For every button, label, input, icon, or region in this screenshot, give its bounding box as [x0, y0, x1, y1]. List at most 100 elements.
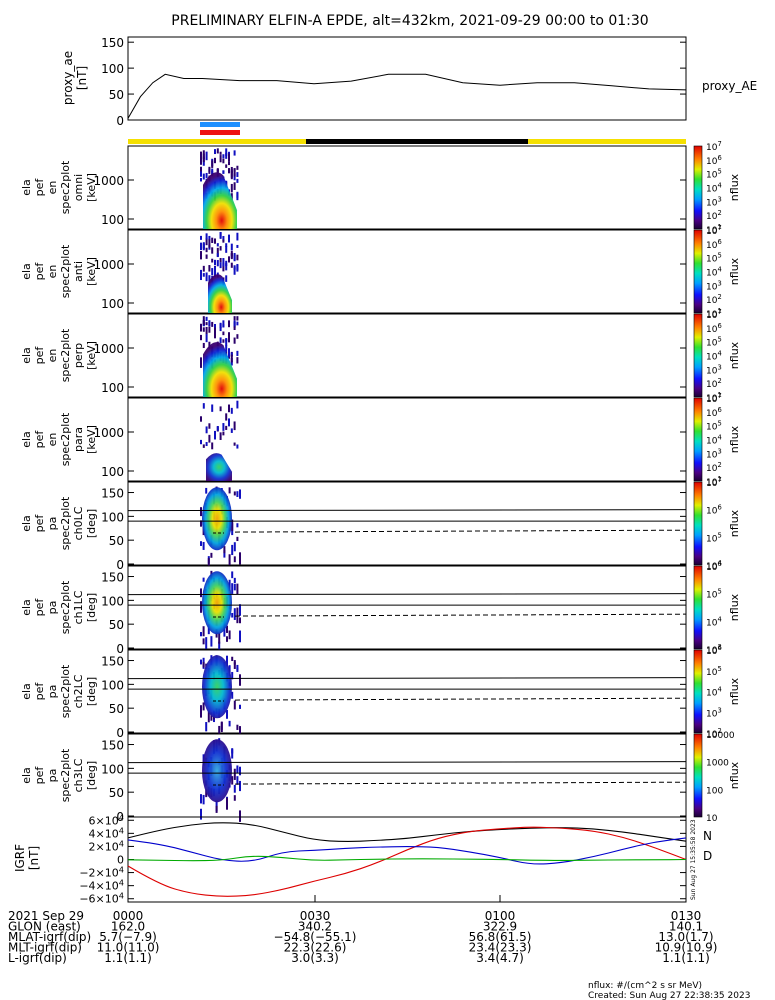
spectrogram-speckle: [222, 331, 225, 336]
spectrogram-ylabel: pa: [46, 517, 59, 531]
spectrogram-speckle: [211, 247, 214, 254]
spectrogram-speckle: [231, 612, 234, 618]
spectrogram-ylabel: pa: [46, 601, 59, 615]
spectrogram-speckle: [200, 251, 202, 260]
igrf-ylabel: IGRF: [13, 844, 27, 872]
spectrogram-speckle: [205, 322, 208, 326]
spectrogram-speckle: [216, 148, 219, 154]
spectrogram-speckle: [233, 608, 236, 620]
spectrogram-speckle: [211, 321, 214, 327]
spectrogram-speckle: [219, 232, 222, 239]
spectrogram-speckle: [210, 552, 213, 558]
pa-ytick: 150: [101, 571, 124, 585]
spectrogram-speckle: [228, 161, 230, 166]
spectrogram-speckle: [236, 583, 239, 595]
spectrogram-ylabel: pef: [33, 178, 46, 197]
colorbar-tick: 103: [706, 363, 722, 376]
spectrogram-ylabel: para: [72, 427, 85, 452]
spectrogram-speckle: [239, 557, 241, 565]
spectrogram-speckle: [228, 554, 231, 566]
proxy-ae-ytick: 100: [101, 62, 124, 76]
spectrogram-speckle: [208, 166, 211, 174]
spectrogram-speckle: [214, 271, 216, 278]
spectrogram-speckle: [219, 323, 222, 329]
pitch-angle-spectrogram-3: 150 100 50 0 ela pef pa spec2plot ch3LC [deg] 1000…: [20, 731, 741, 824]
spectrogram-speckle: [202, 153, 205, 160]
spectrogram-speckle: [230, 407, 233, 414]
spectrogram-speckle: [228, 320, 230, 328]
spectrogram-speckle: [214, 157, 216, 164]
spectrogram-speckle: [202, 444, 205, 448]
spectrogram-speckle: [236, 357, 239, 364]
spectrogram-speckle: [205, 254, 208, 259]
spectrogram-speckle: [225, 243, 228, 247]
spectrogram-speckle: [215, 805, 218, 813]
spectrogram-speckle: [200, 235, 202, 240]
pa-ytick: 150: [101, 739, 124, 753]
colorbar-tick: 105: [706, 168, 722, 181]
spectrogram-speckle: [200, 170, 202, 177]
colorbar-tick: 102: [706, 377, 722, 390]
loss-cone-line: [127, 761, 687, 764]
spectrogram-speckle: [228, 720, 231, 727]
spectrogram-ylabel: ch2LC: [72, 674, 85, 708]
colorbar-tick: 107: [706, 140, 722, 153]
spectrogram-speckle: [225, 425, 228, 430]
spectrogram-speckle: [228, 630, 231, 640]
footer-row-label: GLON (east): [8, 920, 81, 934]
spectrogram-speckle: [236, 244, 239, 248]
spectrogram-speckle: [205, 722, 208, 732]
colorbar-tick: 103: [706, 279, 722, 292]
colorbar: [693, 649, 703, 734]
spectrogram-speckle: [230, 354, 233, 363]
spectrogram-speckle: [216, 253, 219, 258]
spectrogram-speckle: [233, 254, 236, 261]
spectrogram-speckle: [236, 321, 239, 326]
energy-ytick: 100: [101, 381, 124, 395]
spectrogram-ylabel: ela: [20, 599, 33, 616]
colorbar: [693, 145, 703, 230]
proxy-ae-line: [127, 73, 687, 119]
spectrogram-speckle: [225, 338, 228, 342]
spectrogram-speckle: [214, 434, 216, 438]
footer-value: 22.3(22.6): [284, 941, 347, 955]
spectrogram-speckle: [208, 423, 211, 429]
spectrogram-speckle: [236, 172, 239, 177]
anti-loss-cone-line: [234, 781, 687, 785]
colorbar-tick: 10: [706, 814, 718, 824]
spectrogram-speckle: [233, 768, 236, 780]
spectrogram-speckle: [230, 168, 233, 178]
colorbar: [693, 481, 703, 566]
shadow-bar: [306, 139, 528, 144]
spectrogram-speckle: [239, 604, 241, 616]
spectrogram-speckle: [225, 164, 228, 168]
colorbar-tick: 104: [706, 266, 722, 279]
spectrogram-speckle: [222, 258, 225, 267]
spectrogram-speckle: [236, 613, 239, 624]
spectrogram-ylabel: omni: [72, 174, 85, 201]
loss-cone-line: [127, 593, 687, 596]
spectrogram-ylabel: perp: [72, 343, 85, 368]
spectrogram-speckle: [202, 798, 205, 805]
spectrogram-speckle: [208, 265, 211, 272]
spectrogram-speckle: [233, 577, 236, 584]
colorbar-tick: 104: [706, 350, 722, 363]
colorbar-tick: 102: [706, 461, 722, 474]
spectrogram-speckle: [239, 704, 241, 709]
spectrogram-speckle: [228, 256, 230, 263]
spectrogram-speckle: [214, 327, 216, 333]
spectrogram-speckle: [236, 664, 239, 671]
spectrogram-speckle: [202, 158, 205, 166]
spectrogram-speckle: [205, 426, 208, 434]
colorbar-tick: 104: [706, 434, 722, 447]
sunlit-bar-left: [128, 139, 306, 144]
created-note: Created: Sun Aug 27 22:38:35 2023: [588, 991, 750, 1000]
pa-ytick: 100: [101, 510, 124, 524]
spectrogram-speckle: [225, 263, 228, 271]
footer-value: 1.1(1.1): [104, 951, 152, 965]
flux-blob: [202, 487, 232, 551]
footer-value: −54.8(−55.1): [274, 930, 357, 944]
flux-blob: [202, 571, 232, 635]
